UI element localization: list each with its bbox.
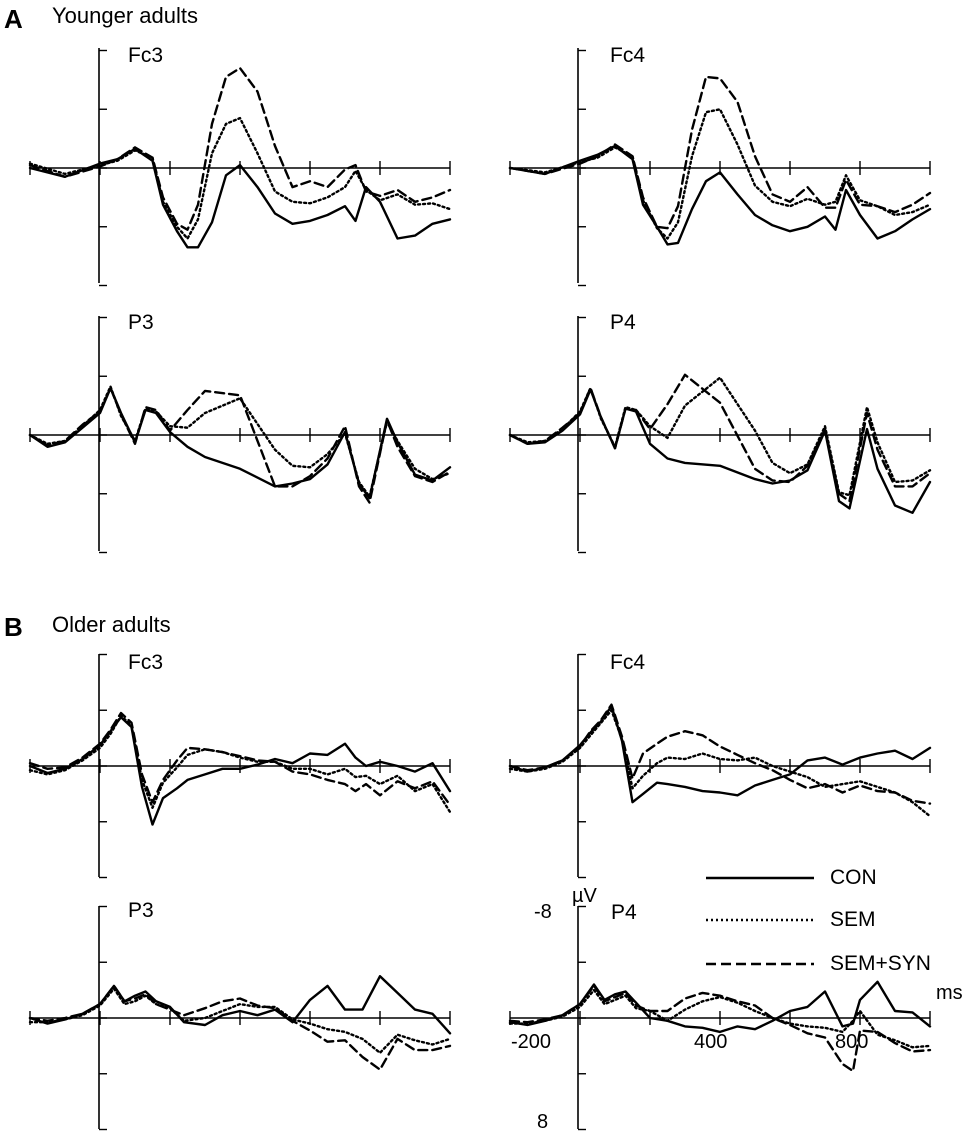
series-sem-syn-b-fc4 (508, 703, 932, 805)
legend-con: CON (706, 864, 966, 894)
channel-label-a-fc4: Fc4 (610, 44, 646, 67)
panel-title-younger: Younger adults (52, 3, 198, 28)
series-sem-a-fc4 (508, 108, 932, 240)
series-sem-syn-a-fc4 (508, 75, 932, 230)
series-sem-b-p3 (28, 987, 452, 1055)
panel-letter-a: A (4, 4, 23, 34)
series-sem-syn-b-fc3 (28, 711, 452, 807)
series-sem-syn-b-p3 (28, 984, 452, 1071)
legend-swatch-solid (706, 876, 814, 880)
channel-label-b-fc4: Fc4 (610, 651, 646, 674)
series-con-a-fc4 (508, 144, 932, 246)
y-bottom-label: 8 (537, 1111, 549, 1133)
channel-label-a-p4: P4 (610, 311, 636, 334)
series-sem-syn-a-p4 (508, 373, 932, 503)
series-sem-syn-b-p4 (508, 984, 932, 1073)
series-sem-a-p3 (28, 385, 452, 498)
x-tick-label-400: 400 (694, 1031, 728, 1053)
legend-swatch-dotted (706, 918, 814, 922)
legend-label-sem: SEM (830, 908, 876, 931)
channel-label-a-p3: P3 (128, 311, 154, 334)
series-sem-syn-a-p3 (28, 386, 452, 504)
time-unit-label: ms (936, 982, 963, 1004)
channel-label-b-fc3: Fc3 (128, 651, 164, 674)
x-tick-label-minus200: -200 (511, 1031, 552, 1053)
series-sem-b-p4 (508, 988, 932, 1049)
legend-sem-syn: SEM+SYN (706, 950, 966, 980)
series-con-a-p3 (28, 386, 452, 500)
amplitude-unit-label: µV (572, 885, 597, 907)
legend-label-sem-syn: SEM+SYN (830, 952, 931, 975)
y-top-label: -8 (534, 901, 552, 923)
series-sem-a-fc3 (28, 116, 452, 240)
series-sem-syn-a-fc3 (28, 66, 452, 231)
legend-sem: SEM (706, 906, 966, 936)
series-sem-b-fc4 (508, 709, 932, 818)
panel-letter-b: B (4, 612, 23, 642)
panel-title-older: Older adults (52, 612, 171, 637)
legend-label-con: CON (830, 866, 877, 889)
x-tick-label-800: 800 (835, 1031, 869, 1053)
channel-label-a-fc3: Fc3 (128, 44, 164, 67)
channel-label-b-p3: P3 (128, 899, 154, 922)
legend-swatch-dashed (706, 962, 814, 966)
channel-label-b-p4: P4 (611, 901, 637, 924)
